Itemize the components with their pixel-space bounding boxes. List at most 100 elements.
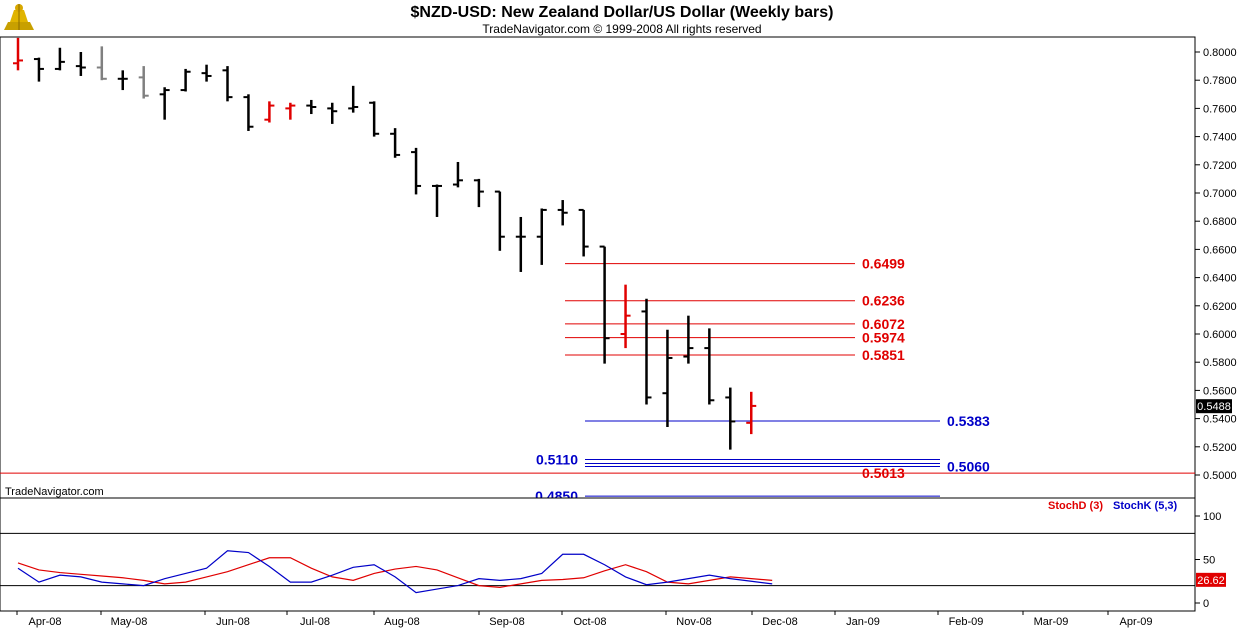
ohlc-bar: [473, 178, 484, 208]
stoch-tick-label: 50: [1203, 555, 1215, 567]
ohlc-bar: [306, 99, 317, 115]
ohlc-bar: [557, 200, 568, 226]
price-bars: [13, 37, 757, 450]
date-tick-label: Jun-08: [216, 616, 250, 628]
ohlc-bar: [180, 68, 191, 92]
stoch-tick-label: 0: [1203, 598, 1209, 610]
date-tick-label: Nov-08: [676, 616, 711, 628]
price-tick-label: 0.5800: [1203, 357, 1237, 369]
ohlc-bar: [578, 208, 589, 257]
price-panel: [0, 36, 1196, 499]
price-tick-label: 0.8000: [1203, 47, 1237, 59]
stoch-d-line: [17, 557, 773, 588]
fib-label: 0.6072: [862, 316, 905, 332]
date-tick-label: Oct-08: [573, 616, 606, 628]
ohlc-bar: [222, 66, 233, 102]
ohlc-bar: [201, 64, 212, 82]
legend-stoch-k: StochK (5,3): [1113, 500, 1178, 512]
ohlc-bar: [96, 46, 107, 81]
ohlc-bar: [390, 128, 401, 158]
chart-title: $NZD-USD: New Zealand Dollar/US Dollar (…: [411, 4, 834, 21]
logo-icon: [4, 4, 34, 30]
date-tick-label: Jul-08: [300, 616, 330, 628]
fib-label: 0.5974: [862, 330, 905, 346]
stoch-lines: [17, 550, 773, 594]
stoch-legend: StochD (3) StochK (5,3): [1048, 500, 1178, 512]
date-tick-label: May-08: [111, 616, 148, 628]
fib-label: 0.6236: [862, 293, 905, 309]
last-price-tag: 0.5488: [1196, 399, 1232, 414]
price-tick-label: 0.6600: [1203, 244, 1237, 256]
price-tick-label: 0.6800: [1203, 216, 1237, 228]
last-price-tag-bg: [1196, 399, 1232, 414]
watermark: TradeNavigator.com: [5, 486, 104, 498]
ohlc-bar: [348, 85, 359, 113]
stoch-k-line: [17, 550, 773, 594]
ohlc-bar: [620, 284, 631, 349]
price-tick-label: 0.7200: [1203, 160, 1237, 172]
price-tick-label: 0.7600: [1203, 103, 1237, 115]
stoch-last-tag: 26.62: [1196, 572, 1226, 587]
date-tick-label: Sep-08: [489, 616, 524, 628]
ohlc-bar: [704, 328, 715, 405]
date-axis: Apr-08 May-08 Jun-08 Jul-08 Aug-08 Sep-08 Oct-…: [16, 611, 1153, 628]
price-tick-label: 0.7800: [1203, 75, 1237, 87]
ohlc-bar: [683, 315, 694, 364]
price-tick-label: 0.6200: [1203, 301, 1237, 313]
price-tick-label: 0.7000: [1203, 188, 1237, 200]
fib-label: 0.5060: [947, 459, 990, 475]
ohlc-bar: [432, 184, 442, 217]
fib-label: 0.5110: [536, 451, 578, 467]
fib-label: 0.5851: [862, 347, 905, 363]
ohlc-bar: [33, 57, 44, 82]
price-axis: 0.8000 0.7800 0.7600 0.7400 0.7200 0.7000 0.68…: [1195, 47, 1237, 482]
date-tick-label: Feb-09: [949, 616, 984, 628]
ohlc-bar: [159, 87, 170, 120]
fib-label: 0.6499: [862, 256, 905, 272]
last-price-tag-text: 0.5488: [1197, 401, 1231, 413]
ohlc-bar: [494, 190, 505, 251]
ohlc-bar: [515, 216, 526, 272]
ohlc-bar: [725, 387, 736, 450]
stoch-last-tag-text: 26.62: [1197, 575, 1225, 587]
chart-subtitle: TradeNavigator.com © 1999-2008 All right…: [482, 22, 761, 36]
ohlc-bar: [599, 245, 610, 364]
ohlc-bar: [369, 101, 380, 137]
ohlc-bar: [641, 298, 652, 405]
stoch-tick-label: 100: [1203, 511, 1221, 523]
date-tick-label: Apr-08: [28, 616, 61, 628]
ohlc-bar: [662, 329, 673, 428]
date-tick-label: Dec-08: [762, 616, 797, 628]
price-tick-label: 0.6000: [1203, 329, 1237, 341]
ohlc-bar: [746, 391, 757, 435]
ohlc-bar: [327, 102, 338, 124]
ohlc-bar: [138, 66, 149, 99]
price-tick-label: 0.5400: [1203, 414, 1237, 426]
ohlc-bar: [411, 147, 422, 195]
fib-label: 0.5013: [862, 465, 905, 481]
ohlc-bar: [264, 101, 275, 123]
stoch-axis: 100 50 0: [0, 511, 1221, 610]
price-tick-label: 0.6400: [1203, 273, 1237, 285]
price-tick-label: 0.5200: [1203, 442, 1237, 454]
fib-label: 0.5383: [947, 413, 990, 429]
ohlc-bar: [117, 70, 128, 91]
price-tick-label: 0.5000: [1203, 470, 1237, 482]
price-tick-label: 0.7400: [1203, 132, 1237, 144]
ohlc-bar: [54, 47, 65, 71]
stoch-last-tag-bg: [1196, 572, 1226, 587]
price-tick-label: 0.5600: [1203, 385, 1237, 397]
date-tick-label: Mar-09: [1034, 616, 1069, 628]
ohlc-bar: [75, 52, 86, 76]
ohlc-bar: [536, 208, 547, 265]
ohlc-bar: [285, 102, 296, 120]
ohlc-bar: [243, 94, 254, 131]
date-tick-label: Aug-08: [384, 616, 419, 628]
date-tick-label: Apr-09: [1119, 616, 1152, 628]
legend-stoch-d: StochD (3): [1048, 500, 1103, 512]
date-tick-label: Jan-09: [846, 616, 880, 628]
ohlc-bar: [452, 161, 463, 188]
stoch-panel: [0, 497, 1196, 612]
ohlc-bar: [13, 37, 23, 71]
